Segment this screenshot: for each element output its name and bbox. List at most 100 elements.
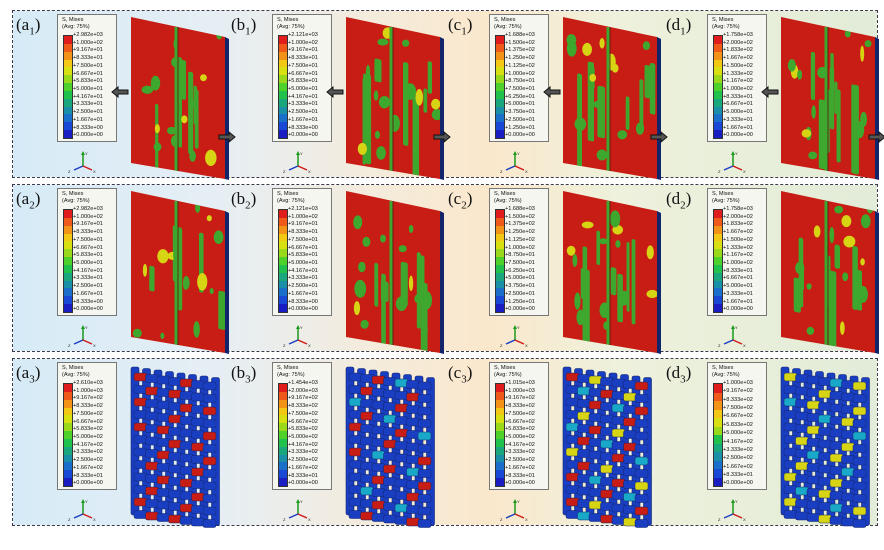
stress-blob: [209, 287, 214, 295]
weft-segment: [829, 403, 844, 413]
weft-segment: [600, 514, 614, 524]
weft-segment: [371, 438, 386, 447]
legend-color-band: [714, 288, 722, 297]
weft-segment: [634, 431, 649, 441]
legend-color-band: [714, 469, 722, 478]
legend-color-band: [714, 272, 722, 281]
legend-color-band: [714, 130, 722, 138]
stress-blob: [141, 85, 154, 94]
weft-segment: [565, 435, 580, 444]
legend-color-band: [714, 392, 722, 401]
weft-segment: [611, 378, 626, 388]
legend-value: +2.500e+02: [723, 455, 753, 462]
legend-value: +4.167e+02: [288, 441, 318, 448]
weft-segment: [841, 442, 855, 452]
axis-triad-icon: Y Z X: [68, 325, 96, 348]
legend-value: +6.667e+01: [288, 70, 318, 77]
weft-segment: [417, 394, 432, 403]
weft-segment: [348, 510, 363, 519]
svg-text:X: X: [308, 343, 311, 348]
stress-blob: [353, 301, 361, 316]
weft-segment: [588, 388, 603, 397]
weft-segment: [600, 502, 614, 511]
legend-color-band: [279, 296, 287, 305]
stress-blob: [206, 215, 212, 222]
legend-color-bar: [713, 35, 723, 139]
legend-value: +8.750e+01: [505, 78, 535, 85]
woven-fabric-model: [130, 366, 220, 528]
legend-value: +1.000e+02: [505, 70, 535, 77]
weft-segment: [577, 461, 591, 471]
stress-blob: [378, 96, 391, 109]
legend-value: +7.500e+01: [505, 86, 535, 93]
svg-text:X: X: [743, 343, 746, 348]
weft-segment: [383, 514, 397, 524]
legend-color-band: [496, 415, 504, 424]
stress-blob: [646, 289, 657, 299]
weft-segment: [156, 375, 171, 385]
legend-color-band: [64, 83, 72, 91]
legend-color-band: [64, 257, 72, 265]
weft-segment: [179, 416, 194, 425]
legend-color-band: [64, 241, 72, 250]
weft-segment: [371, 475, 386, 485]
legend-color-band: [714, 210, 722, 218]
svg-text:X: X: [308, 169, 311, 174]
plate-edge: [657, 37, 661, 180]
stress-blob: [404, 83, 417, 100]
axis-triad-icon: Y Z X: [500, 151, 528, 174]
legend-color-band: [64, 264, 72, 273]
legend-color-band: [496, 304, 504, 312]
legend-color-band: [714, 59, 722, 68]
legend-value: +3.333e+01: [723, 116, 753, 123]
plate-model: [781, 17, 879, 180]
weft-segment: [179, 441, 194, 450]
stress-streak: [810, 51, 816, 101]
weft-segment: [783, 472, 798, 482]
stress-streak: [631, 239, 636, 325]
weft-segment: [179, 391, 194, 400]
legend-color-band: [496, 257, 504, 265]
load-arrow-left-icon: [326, 86, 344, 98]
legend-value: +9.167e+01: [73, 221, 103, 228]
stress-blob: [142, 263, 148, 277]
weft-segment: [371, 388, 386, 397]
legend-color-band: [496, 280, 504, 289]
legend-values: +1.688e+03 +1.500e+02 +1.375e+02 +1.250e+02…: [505, 206, 535, 313]
stress-blob: [195, 202, 201, 213]
legend-value: +9.167e+02: [288, 395, 318, 402]
legend-value: +3.333e+01: [288, 275, 318, 282]
legend-title: S, Mises: [494, 365, 516, 371]
legend-value: +2.000e+02: [723, 213, 753, 220]
weft-segment: [577, 424, 591, 433]
legend-color-band: [714, 122, 722, 131]
stress-blob: [619, 290, 630, 306]
weft-segment: [191, 442, 205, 452]
weft-segment: [202, 506, 217, 516]
svg-text:X: X: [93, 169, 96, 174]
legend-color-band: [279, 462, 287, 471]
stress-blob: [589, 73, 597, 82]
weft-segment: [168, 439, 182, 449]
svg-text:Z: Z: [68, 169, 71, 174]
panel-label: (b3): [231, 363, 257, 386]
legend-color-bar: [495, 383, 505, 487]
weft-segment: [202, 519, 217, 528]
weft-segment: [168, 502, 182, 511]
legend-color-band: [64, 470, 72, 479]
stress-blob: [189, 150, 196, 162]
weft-segment: [795, 486, 809, 496]
contour-legend: S, Mises (Avg: 75%) +2.121e+03 +1.000e+02 +9…: [272, 14, 332, 142]
legend-color-band: [496, 241, 504, 250]
legend-color-band: [64, 114, 72, 123]
stress-streak: [834, 244, 840, 269]
weft-segment: [145, 449, 159, 458]
legend-color-band: [279, 454, 287, 463]
plate-edge: [875, 37, 879, 180]
legend-color-bar: [278, 383, 288, 487]
legend-color-band: [279, 407, 287, 416]
weft-segment: [611, 403, 626, 413]
weft-segment: [383, 452, 397, 461]
legend-value: +3.333e+01: [723, 290, 753, 297]
weft-segment: [577, 449, 591, 458]
